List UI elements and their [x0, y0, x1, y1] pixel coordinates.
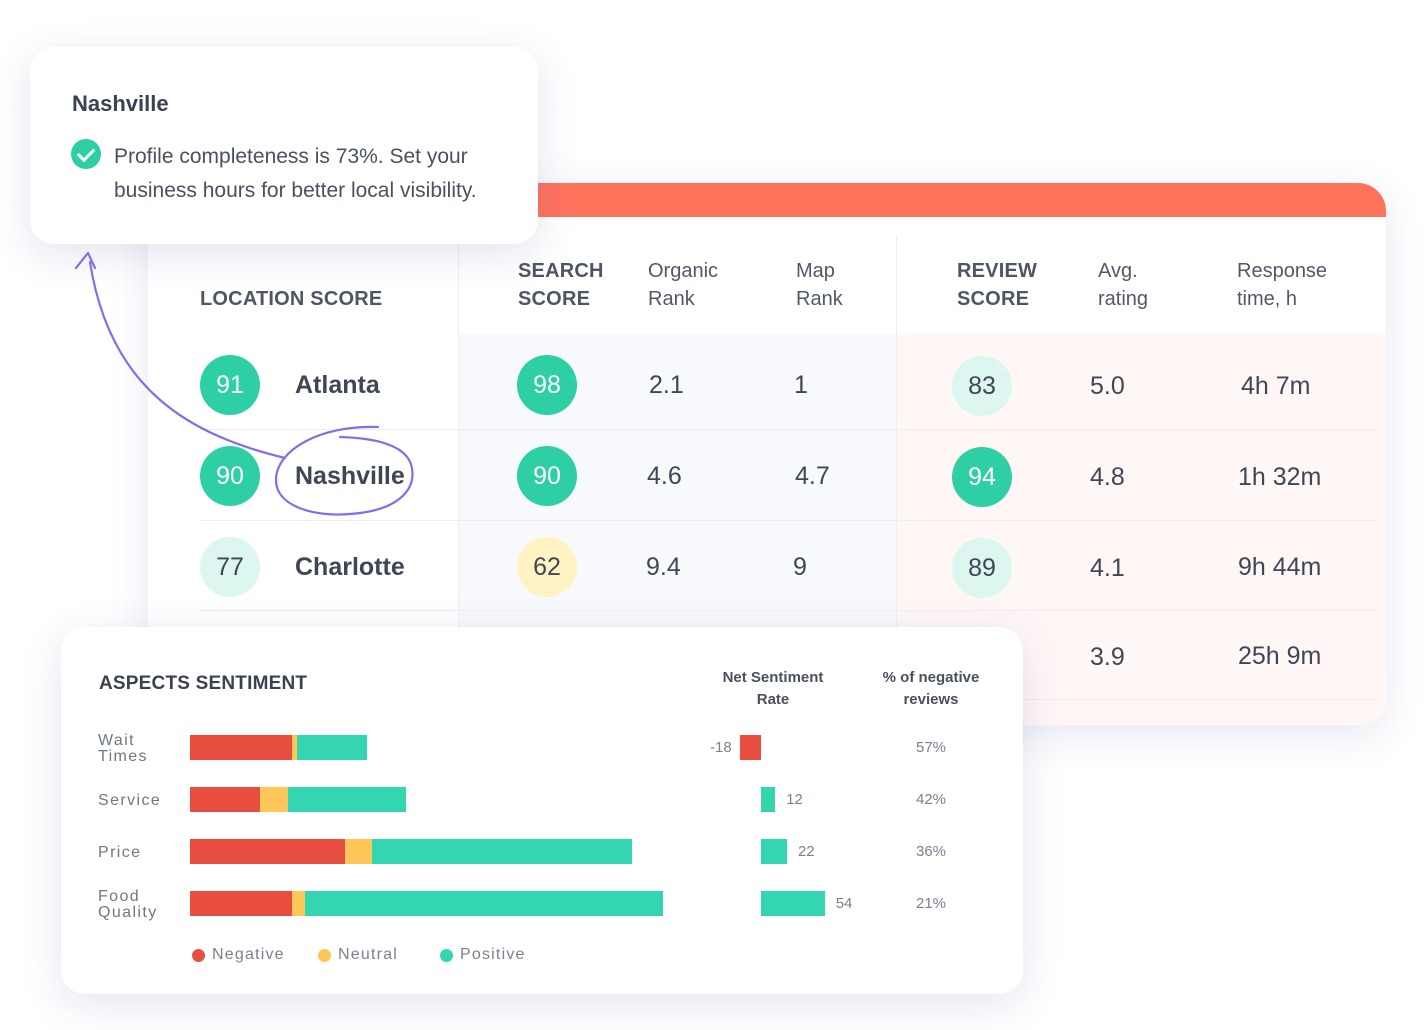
review-score-badge: 83 [952, 356, 1012, 416]
map-rank-value: 1 [794, 371, 808, 399]
avg-rating-value: 3.9 [1090, 643, 1125, 671]
net-sentiment-value: 22 [797, 843, 815, 860]
header-map-rank[interactable]: Map Rank [796, 260, 843, 310]
location-score-badge: 91 [200, 355, 260, 415]
header-review-score[interactable]: REVIEW SCORE [957, 260, 1038, 310]
header-negative-reviews-pct: % of negative reviews [882, 669, 980, 708]
search-score-badge: 62 [517, 537, 577, 597]
response-time-value: 9h 44m [1238, 553, 1322, 581]
annotation-arrow-head [74, 251, 97, 270]
legend-neutral-label: Neutral [338, 946, 398, 963]
aspect-label: Food Quality [98, 888, 158, 921]
bar-segment-positive[interactable] [372, 839, 632, 864]
location-score-badge: 77 [200, 537, 260, 597]
legend-negative-label: Negative [212, 946, 285, 963]
map-rank-value: 4.7 [795, 462, 830, 490]
legend-positive-label: Positive [460, 946, 526, 963]
header-organic-rank[interactable]: Organic Rank [648, 260, 719, 310]
avg-rating-value: 4.1 [1090, 554, 1125, 582]
city-name[interactable]: Atlanta [295, 371, 380, 399]
row-divider [200, 429, 1376, 430]
avg-rating-value: 5.0 [1090, 372, 1125, 400]
header-search-score[interactable]: SEARCH SCORE [518, 260, 604, 310]
bar-segment-neutral[interactable] [292, 891, 305, 916]
bar-segment-neutral[interactable] [345, 839, 372, 864]
organic-rank-value: 9.4 [646, 553, 681, 581]
location-score-badge: 90 [200, 446, 260, 506]
net-sentiment-bar[interactable] [761, 839, 787, 864]
neutral-dot-icon [318, 948, 331, 962]
aspect-label: Price [98, 844, 142, 861]
bar-segment-positive[interactable] [297, 735, 367, 760]
bar-segment-neutral[interactable] [292, 735, 297, 760]
net-sentiment-value: -18 [710, 739, 732, 756]
aspects-sentiment-card: ASPECTS SENTIMENT Net Sentiment Rate % o… [61, 627, 1023, 994]
negative-reviews-pct: 36% [915, 843, 947, 860]
search-score-badge: 98 [517, 355, 577, 415]
legend-neutral: Neutral [318, 946, 398, 964]
legend-negative: Negative [192, 946, 285, 964]
profile-tooltip: Nashville Profile completeness is 73%. S… [30, 47, 538, 244]
avg-rating-value: 4.8 [1090, 463, 1125, 491]
bar-segment-positive[interactable] [305, 891, 663, 916]
map-rank-value: 9 [793, 553, 807, 581]
organic-rank-value: 4.6 [647, 462, 682, 490]
tooltip-title: Nashville [72, 91, 169, 116]
header-response-time[interactable]: Response time, h [1237, 260, 1328, 310]
check-circle-icon [71, 139, 101, 169]
negative-reviews-pct: 42% [915, 791, 947, 808]
negative-reviews-pct: 21% [915, 895, 947, 912]
review-score-badge: 89 [952, 538, 1012, 598]
bar-segment-negative[interactable] [190, 891, 292, 916]
net-sentiment-value: 12 [786, 791, 803, 808]
net-sentiment-bar[interactable] [761, 891, 825, 916]
tooltip-message: Profile completeness is 73%. Set your bu… [114, 145, 477, 202]
search-score-badge: 90 [517, 446, 577, 506]
net-sentiment-bar[interactable] [739, 735, 761, 760]
aspect-label: Wait Times [98, 732, 148, 765]
response-time-value: 1h 32m [1238, 463, 1322, 491]
legend-positive: Positive [440, 946, 526, 964]
city-name-highlighted[interactable]: Nashville [295, 462, 405, 490]
response-time-value: 25h 9m [1238, 642, 1322, 670]
response-time-value: 4h 7m [1241, 372, 1311, 400]
bar-segment-negative[interactable] [190, 839, 345, 864]
net-sentiment-bar[interactable] [761, 787, 776, 812]
header-location-score[interactable]: LOCATION SCORE [200, 288, 383, 310]
column-divider [458, 235, 459, 725]
column-divider [896, 235, 897, 725]
review-score-badge: 94 [952, 447, 1012, 507]
bar-segment-negative[interactable] [190, 735, 292, 760]
bar-segment-positive[interactable] [288, 787, 406, 812]
header-avg-rating[interactable]: Avg. rating [1098, 260, 1149, 310]
row-divider [200, 520, 1376, 521]
sentiment-title: ASPECTS SENTIMENT [99, 673, 308, 694]
organic-rank-value: 2.1 [649, 371, 684, 399]
row-divider [200, 610, 1376, 611]
negative-dot-icon [192, 948, 205, 962]
bar-segment-negative[interactable] [190, 787, 260, 812]
positive-dot-icon [440, 948, 453, 962]
row-divider [896, 699, 1376, 700]
header-net-sentiment-rate: Net Sentiment Rate [722, 669, 824, 708]
negative-reviews-pct: 57% [915, 739, 947, 756]
bar-segment-neutral[interactable] [260, 787, 288, 812]
net-sentiment-value: 54 [835, 895, 853, 912]
city-name[interactable]: Charlotte [295, 553, 405, 581]
aspect-label: Service [98, 792, 162, 809]
